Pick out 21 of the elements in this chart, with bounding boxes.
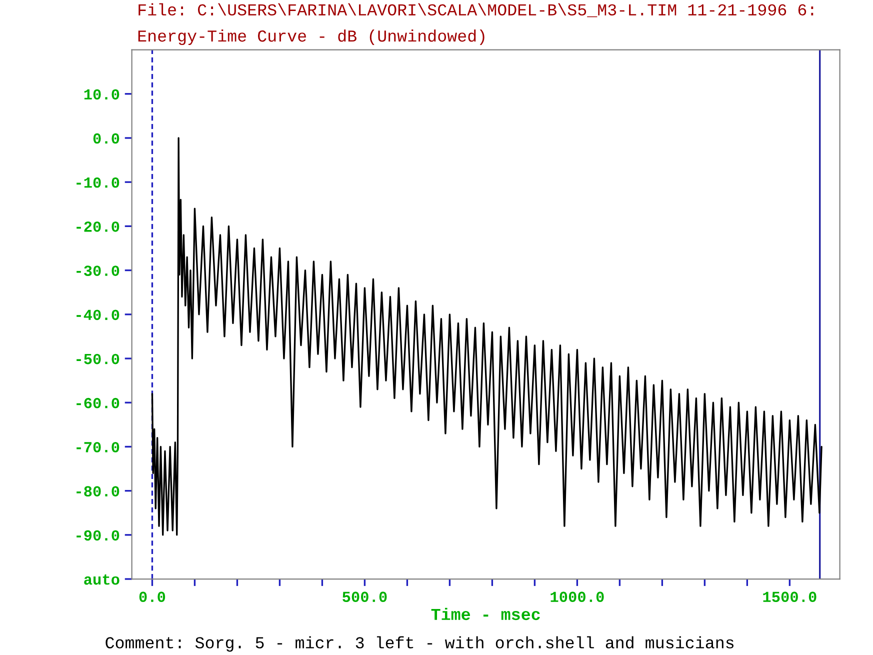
x-tick-label: 500.0 (342, 592, 387, 602)
text: Comment: Sorg. 5 - micr. 3 left - with orch.shell and musicians (106, 636, 734, 652)
chart-title: File: C:\USERS\FARINA\LAVORI\SCALA\MODEL-B\S5_M3-L.TIM 11-21-1996 6: (138, 3, 814, 18)
y-tick-label: 10.0 (84, 89, 120, 100)
y-tick-label: -20.0 (76, 222, 120, 232)
y-tick-label: -70.0 (76, 442, 120, 452)
y-tick-label: -10.0 (76, 177, 120, 188)
x-axis-title: Time - msec (431, 608, 540, 620)
y-tick-label: -50.0 (76, 354, 120, 364)
y-tick-label: -30.0 (76, 266, 120, 276)
y-tick-label: -90.0 (76, 530, 120, 541)
chart-subtitle: Energy-Time Curve - dB (Unwindowed) (138, 29, 484, 46)
y-tick-label: -60.0 (76, 398, 120, 408)
line-series (151, 137, 822, 536)
y-tick-label: -80.0 (76, 486, 120, 496)
y-tick-label: 0.0 (93, 133, 120, 144)
y-tick-label: auto (84, 574, 120, 585)
x-tick-label: 0.0 (139, 592, 166, 602)
x-tick-label: 1500.0 (763, 592, 816, 602)
y-tick-label: -40.0 (76, 310, 120, 320)
x-tick-label: 1000.0 (550, 592, 604, 602)
